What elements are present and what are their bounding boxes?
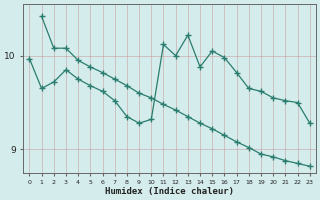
X-axis label: Humidex (Indice chaleur): Humidex (Indice chaleur)	[105, 187, 234, 196]
